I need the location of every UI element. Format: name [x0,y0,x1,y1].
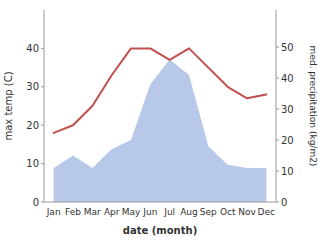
x-tick-label: Jul [163,207,175,217]
precipitation-area [54,60,267,202]
x-tick-label: Jun [142,207,157,217]
y2-tick [276,109,279,110]
y2-tick-label: 50 [281,42,294,53]
y2-tick-label: 0 [281,197,287,208]
temperature-line [54,48,267,132]
y2-tick [276,202,279,203]
x-tick-label: Aug [180,207,198,217]
y2-axis-line [276,10,277,202]
plot-marks [54,48,267,202]
y-tick [41,125,44,126]
y2-tick-label: 30 [281,104,294,115]
x-axis-title: date (month) [123,225,197,236]
y-axis-title: max temp (C) [3,71,14,140]
y2-tick-label: 20 [281,135,294,146]
y-axis-line [44,10,45,202]
y2-axis-title: med. precipitation (kg/m2) [308,46,318,167]
chart: 0 10 20 30 40 0 10 20 30 40 50 Jan FebMarAprMayJun Ju… [0,0,318,244]
x-tick-label: Apr [104,207,120,217]
y2-tick [276,47,279,48]
y-tick [41,163,44,164]
y-tick-label: 0 [33,197,39,208]
x-tick-label: May [122,207,141,217]
y-tick-label: 40 [26,43,39,54]
y-tick [41,48,44,49]
y2-tick [276,78,279,79]
y2-tick [276,140,279,141]
y-tick-label: 10 [26,158,39,169]
y-tick-label: 20 [26,120,39,131]
y-tick [41,202,44,203]
y-tick [41,86,44,87]
y2-tick [276,171,279,172]
y-tick-label: 30 [26,81,39,92]
x-tick-label: Nov [238,207,256,217]
y2-tick-label: 10 [281,166,294,177]
x-tick-label: Dec [258,207,275,217]
x-tick-label: Feb [65,207,81,217]
x-tick-label: Mar [84,207,101,217]
x-axis-line [44,202,276,203]
x-tick-label: Sep [200,207,217,217]
y2-tick-label: 40 [281,73,294,84]
x-tick-label: Oct [220,207,236,217]
x-tick-label: Jan [46,207,61,217]
